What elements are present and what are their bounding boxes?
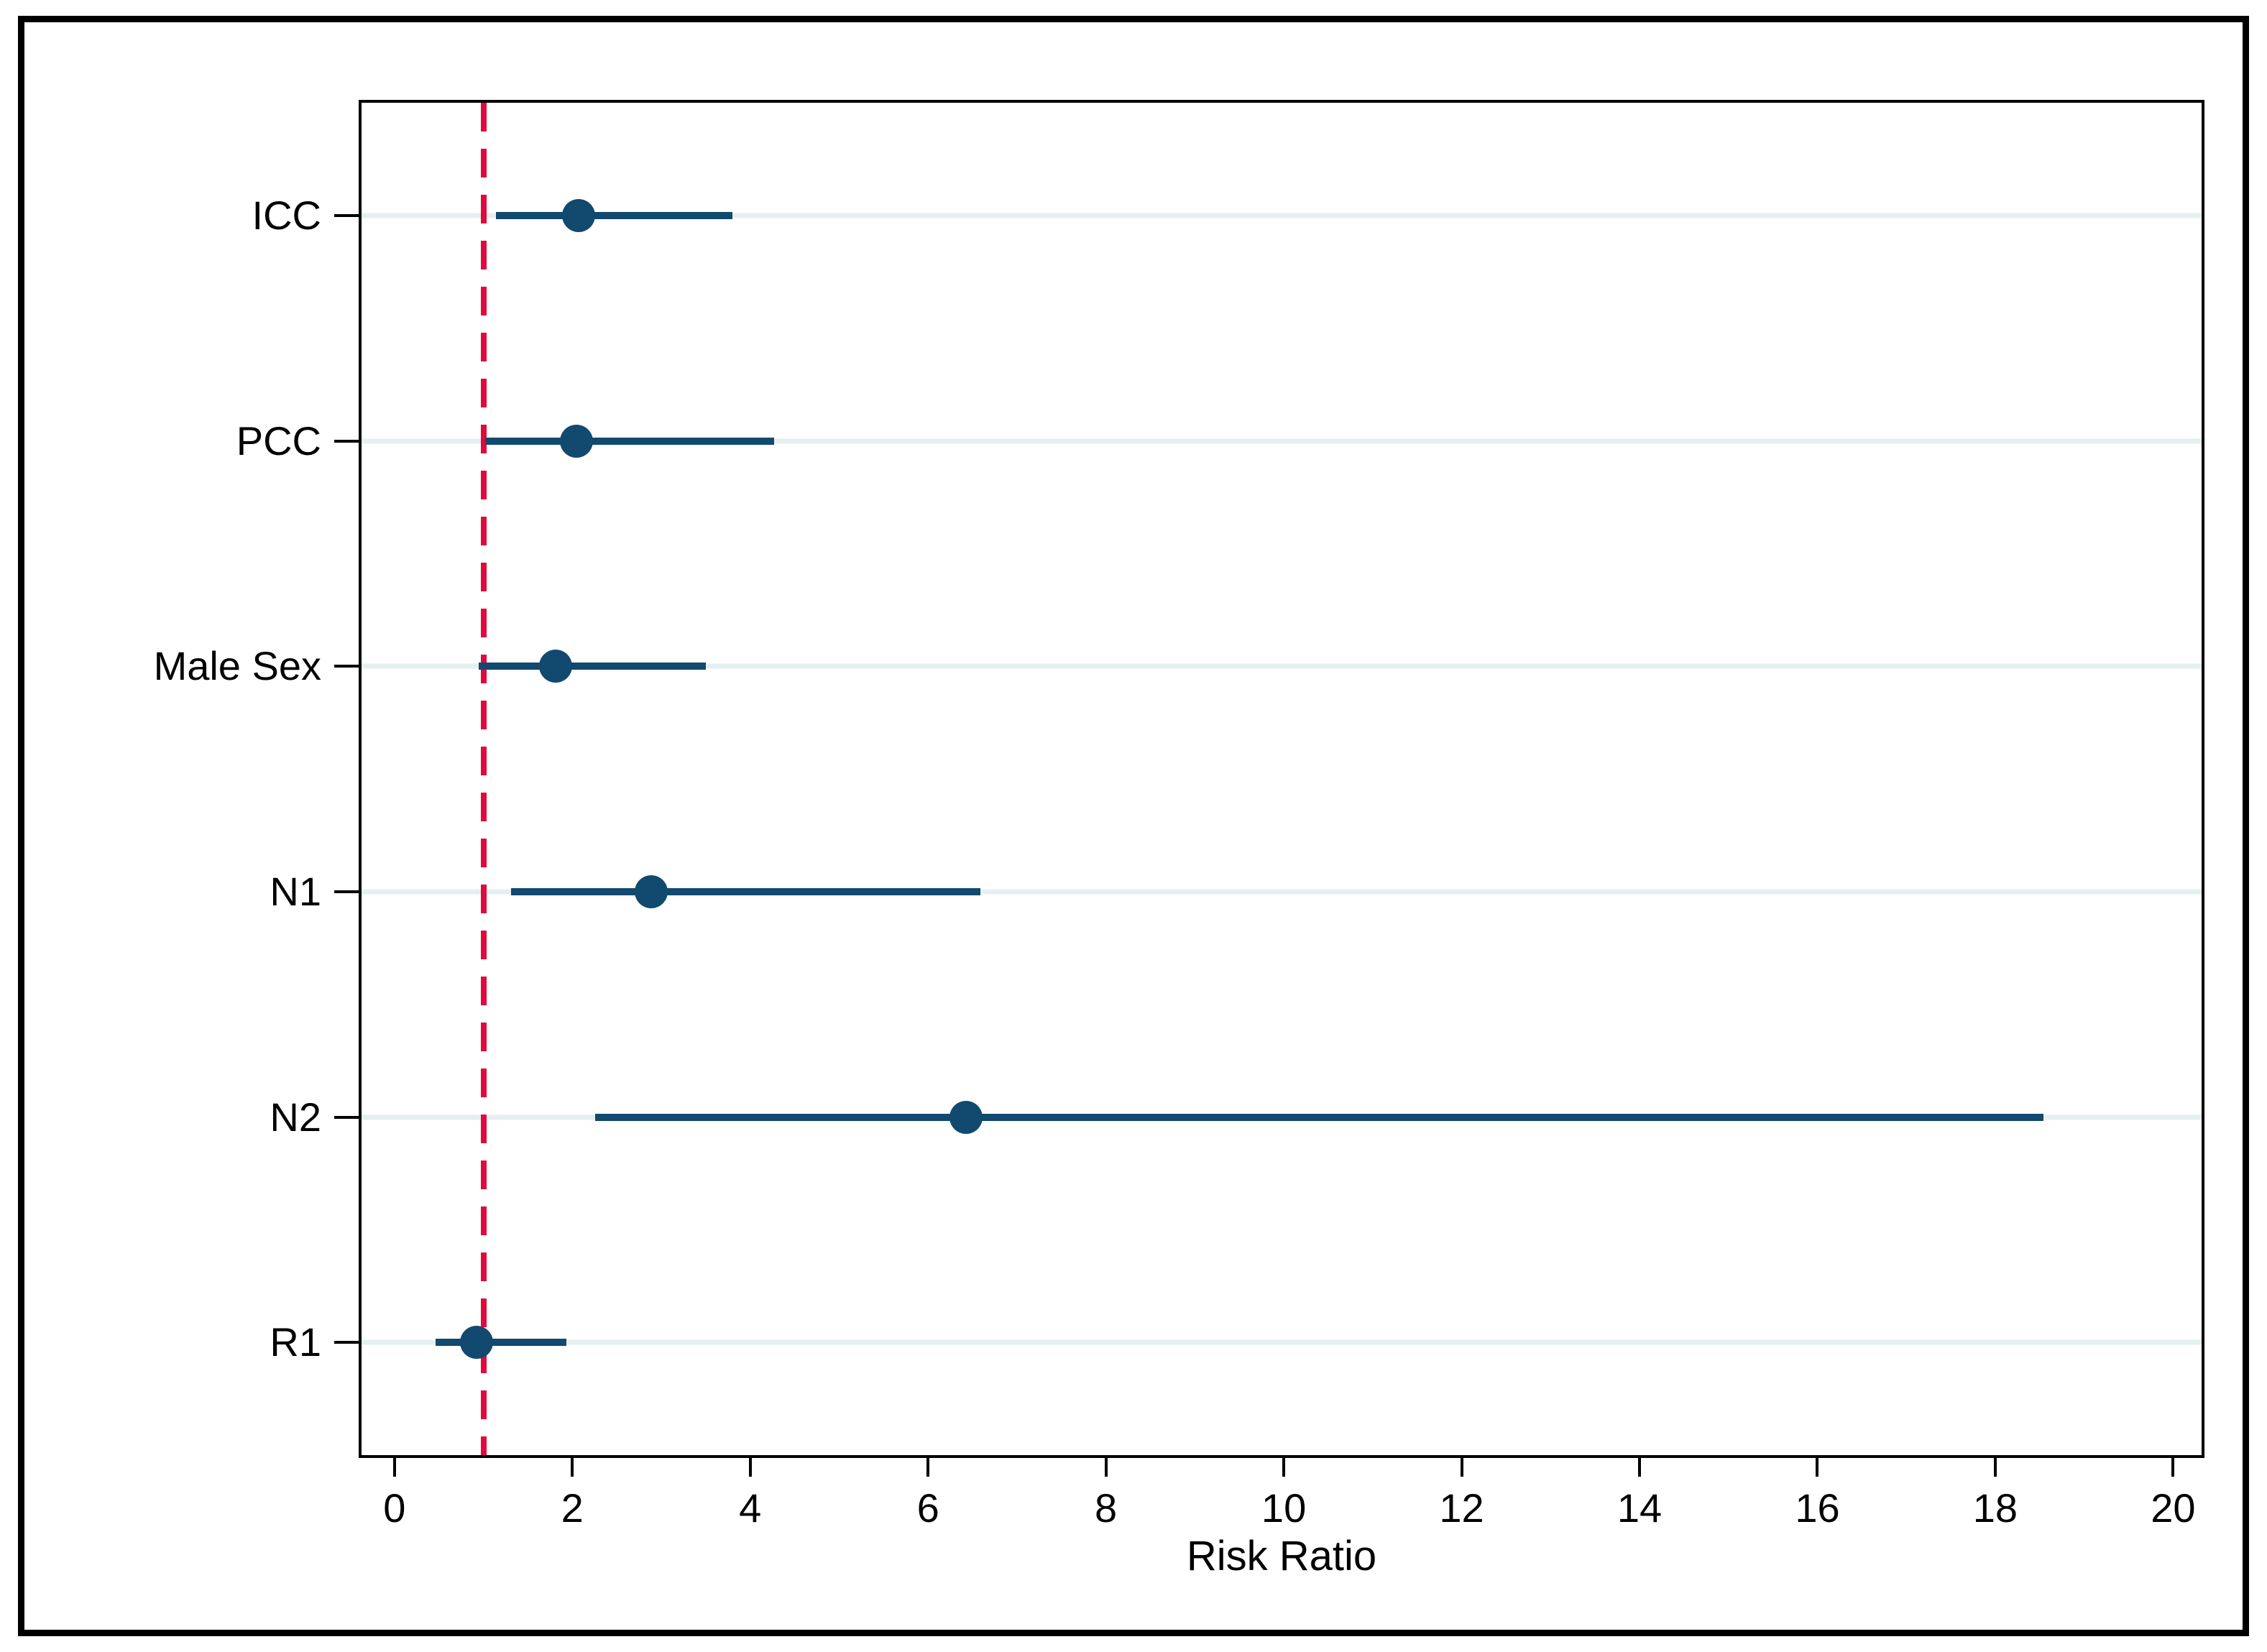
- x-axis-tick-label: 2: [561, 1485, 584, 1531]
- y-axis-tick: [334, 1115, 359, 1119]
- point-estimate-marker: [560, 424, 594, 458]
- y-axis-label: N1: [270, 868, 321, 914]
- x-axis-title: Risk Ratio: [1186, 1533, 1377, 1579]
- point-estimate-marker: [538, 650, 572, 683]
- ci-line: [435, 1339, 566, 1347]
- y-axis-tick: [334, 665, 359, 668]
- x-axis-tick-label: 6: [916, 1485, 939, 1531]
- x-axis-tick-label: 16: [1795, 1485, 1840, 1531]
- figure-frame: Risk Ratio ICC PCC Male Sex N1 N2 R1 0 2 4 6 8 10 12…: [18, 16, 2249, 1636]
- x-axis-tick-label: 10: [1261, 1485, 1307, 1531]
- x-axis-tick: [1638, 1455, 1642, 1477]
- y-axis-label: N2: [270, 1094, 321, 1140]
- point-estimate-marker: [459, 1326, 493, 1360]
- x-axis-tick: [392, 1455, 396, 1477]
- gridline: [362, 438, 2202, 443]
- ci-line: [595, 1113, 2043, 1121]
- point-estimate-marker: [949, 1100, 983, 1134]
- reference-line: [480, 103, 487, 1455]
- x-axis-tick-label: 18: [1972, 1485, 2018, 1531]
- x-axis-tick: [1993, 1455, 1997, 1477]
- x-axis-tick: [1816, 1455, 1819, 1477]
- ci-line: [484, 437, 775, 445]
- point-estimate-marker: [561, 198, 595, 232]
- gridline: [362, 889, 2202, 895]
- x-axis-tick-label: 20: [2151, 1485, 2196, 1531]
- y-axis-tick: [334, 213, 359, 217]
- point-estimate-marker: [635, 875, 668, 908]
- x-axis-tick-label: 12: [1439, 1485, 1484, 1531]
- x-axis-tick-label: 8: [1095, 1485, 1118, 1531]
- y-axis-label: ICC: [252, 192, 321, 238]
- x-axis-tick: [2171, 1455, 2175, 1477]
- y-axis-label: PCC: [236, 417, 321, 463]
- x-axis-tick: [1282, 1455, 1286, 1477]
- y-axis-tick: [334, 1341, 359, 1344]
- gridline: [362, 663, 2202, 669]
- x-axis-tick: [1460, 1455, 1463, 1477]
- gridline: [362, 1339, 2202, 1345]
- ci-line: [479, 663, 706, 670]
- y-axis-label: Male Sex: [153, 643, 321, 689]
- y-axis-tick: [334, 890, 359, 893]
- x-axis-tick-label: 14: [1617, 1485, 1663, 1531]
- ci-line: [495, 211, 732, 219]
- y-axis-tick: [334, 439, 359, 443]
- x-axis-tick: [748, 1455, 752, 1477]
- gridline: [362, 213, 2202, 218]
- x-axis-tick: [926, 1455, 930, 1477]
- ci-line: [510, 887, 981, 895]
- x-axis-tick-label: 4: [739, 1485, 762, 1531]
- plot-area: Risk Ratio ICC PCC Male Sex N1 N2 R1 0 2 4 6 8 10 12…: [154, 100, 2204, 1577]
- x-axis-tick: [571, 1455, 574, 1477]
- x-axis-tick-label: 0: [383, 1485, 406, 1531]
- y-axis-label: R1: [270, 1319, 321, 1365]
- x-axis-tick: [1104, 1455, 1108, 1477]
